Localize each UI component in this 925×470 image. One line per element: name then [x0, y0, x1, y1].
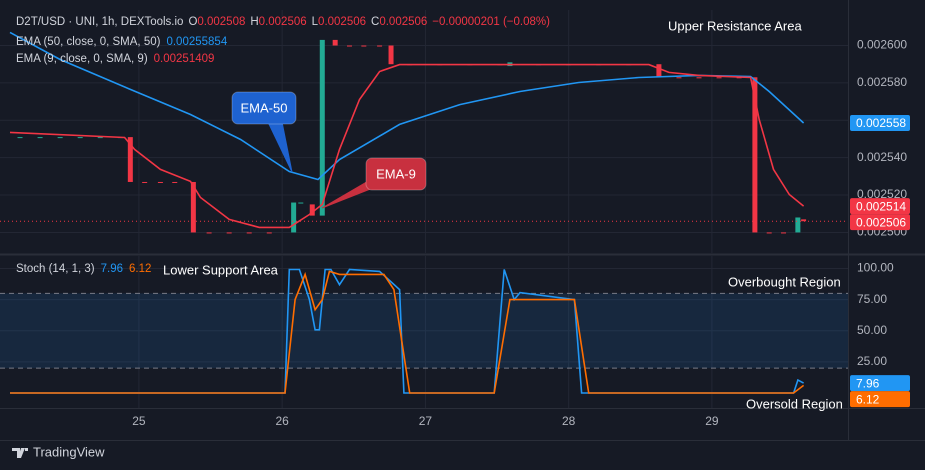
candle — [319, 39, 325, 216]
candle — [291, 202, 297, 233]
price-tag — [850, 214, 910, 231]
series-line — [10, 270, 805, 394]
ohlc-value: 0.002506 — [379, 16, 427, 28]
pane: 0.0025000.0025200.0025400.0025600.002580… — [0, 10, 910, 253]
candle — [332, 39, 338, 46]
candle — [676, 77, 682, 79]
annotation: Oversold Region — [746, 396, 843, 411]
y-tick-label: 50.00 — [857, 323, 887, 337]
price-tag — [850, 391, 910, 408]
candle — [17, 137, 23, 139]
candle — [781, 232, 787, 234]
candle — [388, 45, 394, 65]
candle — [226, 232, 232, 234]
x-tick-label: 28 — [562, 414, 576, 428]
candle — [346, 45, 352, 47]
legend-value: 0.00251409 — [154, 53, 215, 65]
legend-value: 6.12 — [129, 263, 151, 275]
legend-value: 7.96 — [101, 263, 123, 275]
legend-name: Stoch (14, 1, 3) — [16, 263, 95, 275]
callout-box — [231, 91, 297, 125]
price-tag — [850, 198, 910, 215]
price-tag-label: 7.96 — [856, 376, 880, 390]
change: −0.00000201 (−0.08%) — [432, 16, 550, 28]
x-tick-label: 29 — [705, 414, 719, 428]
header: D2T/USD · UNI, 1h, DEXTools.io O0.002508 H… — [16, 16, 550, 28]
y-tick-label: 0.002540 — [857, 150, 907, 164]
legend-name: EMA (9, close, 0, SMA, 9) — [16, 53, 148, 65]
callout-label: EMA-50 — [241, 100, 288, 115]
ohlc-key: H — [250, 16, 258, 28]
price-tag-label: 6.12 — [856, 392, 880, 406]
candle — [795, 217, 801, 233]
series-line — [9, 63, 805, 229]
candle — [696, 77, 702, 79]
price-tag — [850, 115, 910, 132]
candle — [309, 204, 315, 216]
x-tick-label: 25 — [132, 414, 146, 428]
candle — [190, 181, 196, 233]
candle — [752, 77, 758, 233]
y-tick-label: 25.00 — [857, 354, 887, 368]
candle — [246, 232, 252, 234]
ohlc-value: 0.002506 — [259, 16, 307, 28]
pane: 25 26 27 28 29 25.00 50.00 75.00 100.00 7.96 6.12 — [0, 256, 910, 428]
annotation: Lower Support Area — [163, 262, 279, 277]
y-tick-label: 75.00 — [857, 292, 887, 306]
band — [0, 293, 848, 369]
x-tick-label: 27 — [419, 414, 433, 428]
candle — [77, 137, 83, 139]
legend-name: EMA (50, close, 0, SMA, 50) — [16, 36, 161, 48]
y-tick-label: 0.002520 — [857, 187, 907, 201]
symbol: D2T/USD · UNI, 1h, DEXTools.io — [16, 16, 183, 28]
y-tick-label: 100.00 — [857, 261, 894, 275]
candle — [766, 232, 772, 234]
y-tick-label: 0.002600 — [857, 38, 907, 52]
price-tag — [850, 375, 910, 392]
series-line — [10, 268, 804, 394]
candle — [127, 137, 133, 182]
legend-value: 0.00255854 — [166, 36, 227, 48]
price-tag-label: 0.002558 — [856, 116, 906, 130]
legend-entry: EMA (50, close, 0, SMA, 50) 0.00255854 — [16, 36, 228, 48]
ohlc-key: O — [188, 16, 197, 28]
candle — [716, 77, 722, 79]
candle — [172, 181, 178, 183]
price-tag-label: 0.002514 — [856, 199, 906, 213]
ohlc-key: C — [371, 16, 379, 28]
ohlc-value: 0.002506 — [318, 16, 366, 28]
annotation: Overbought Region — [728, 274, 841, 289]
candle — [801, 219, 807, 222]
candle — [377, 45, 383, 47]
legend-entry: Stoch (14, 1, 3) 7.96 6.12 — [16, 263, 151, 275]
brand-logo — [12, 448, 28, 458]
candle — [298, 202, 304, 204]
candle — [57, 137, 63, 139]
callout-box — [365, 157, 427, 191]
brand: TradingView — [33, 444, 105, 459]
price-tag-label: 0.002506 — [856, 215, 906, 229]
y-tick-label: 0.002580 — [857, 75, 907, 89]
candle — [361, 45, 367, 47]
candle — [206, 232, 212, 234]
candle — [142, 181, 148, 183]
ohlc-key: L — [312, 16, 319, 28]
candle — [157, 181, 163, 183]
candle — [37, 137, 43, 139]
annotation: Upper Resistance Area — [668, 18, 802, 33]
candle — [656, 64, 662, 78]
candle — [266, 232, 272, 234]
x-tick-label: 26 — [275, 414, 289, 428]
candle — [97, 137, 103, 139]
callout-label: EMA-9 — [376, 166, 416, 181]
ohlc-value: 0.002508 — [197, 16, 245, 28]
legend-entry: EMA (9, close, 0, SMA, 9) 0.00251409 — [16, 53, 214, 65]
